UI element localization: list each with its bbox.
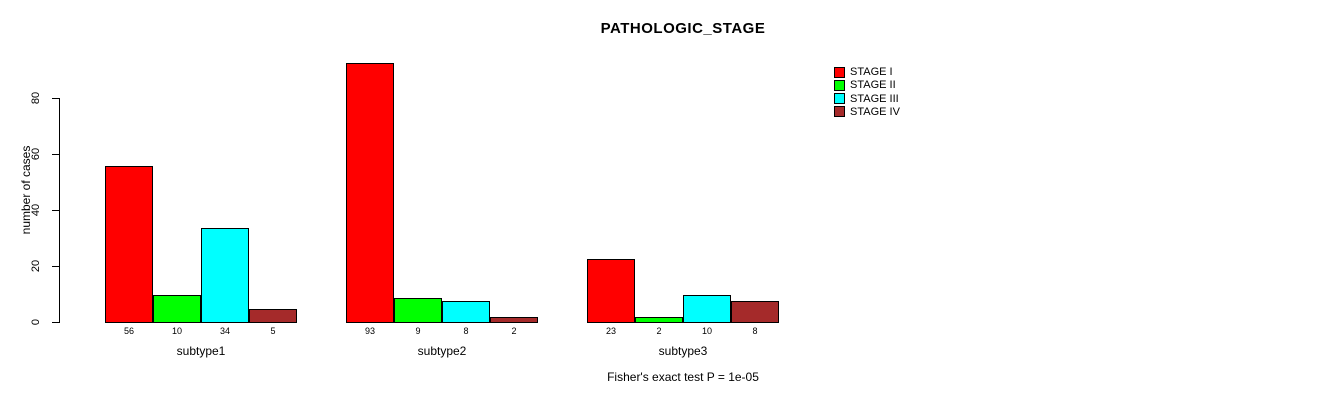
y-axis-tick [52,210,59,211]
y-axis-tick [52,98,59,99]
bar-stage-i-subtype1 [105,166,153,323]
bar-stage-iv-subtype2 [490,317,538,323]
bar-value-stage-i-subtype3: 23 [605,326,617,336]
bar-value-stage-iv-subtype2: 2 [511,326,517,336]
bar-stage-iv-subtype3 [731,301,779,323]
bar-stage-ii-subtype1 [153,295,201,323]
bar-stage-i-subtype3 [587,259,635,323]
category-label-subtype2: subtype2 [417,344,467,358]
y-tick-label-20: 20 [30,259,42,273]
y-axis-tick [52,322,59,323]
bar-value-stage-ii-subtype1: 10 [171,326,183,336]
bar-value-stage-iii-subtype2: 8 [463,326,469,336]
bar-value-stage-iv-subtype3: 8 [752,326,758,336]
bar-value-stage-i-subtype2: 93 [364,326,376,336]
bar-value-stage-iii-subtype3: 10 [701,326,713,336]
bar-value-stage-ii-subtype2: 9 [415,326,421,336]
category-label-subtype1: subtype1 [176,344,226,358]
bar-stage-i-subtype2 [346,63,394,323]
y-axis-tick [52,266,59,267]
bar-stage-iii-subtype3 [683,295,731,323]
bar-stage-iv-subtype1 [249,309,297,323]
y-axis-tick [52,154,59,155]
chart-title: PATHOLOGIC_STAGE [600,20,766,37]
y-tick-label-0: 0 [30,318,42,326]
bar-value-stage-iii-subtype1: 34 [219,326,231,336]
bar-stage-iii-subtype1 [201,228,249,323]
y-tick-label-40: 40 [30,203,42,217]
y-tick-label-80: 80 [30,91,42,105]
annotation-text: Fisher's exact test P = 1e-05 [607,370,759,384]
bar-stage-iii-subtype2 [442,301,490,323]
bar-stage-ii-subtype2 [394,298,442,323]
bar-value-stage-ii-subtype3: 2 [656,326,662,336]
bar-value-stage-iv-subtype1: 5 [270,326,276,336]
bar-value-stage-i-subtype1: 56 [123,326,135,336]
category-label-subtype3: subtype3 [658,344,708,358]
y-axis-line [59,98,60,323]
y-tick-label-60: 60 [30,147,42,161]
bar-stage-ii-subtype3 [635,317,683,323]
